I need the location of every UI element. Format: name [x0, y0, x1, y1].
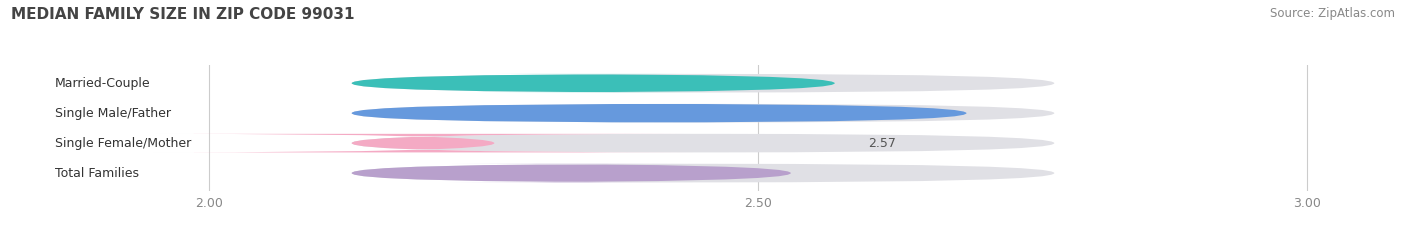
FancyBboxPatch shape [352, 104, 966, 123]
FancyBboxPatch shape [352, 164, 790, 182]
Text: 2.57: 2.57 [868, 137, 896, 150]
Text: 2.84: 2.84 [1067, 167, 1098, 180]
Text: 3.00: 3.00 [1243, 107, 1274, 120]
FancyBboxPatch shape [352, 164, 1054, 182]
Text: Single Female/Mother: Single Female/Mother [55, 137, 191, 150]
Text: MEDIAN FAMILY SIZE IN ZIP CODE 99031: MEDIAN FAMILY SIZE IN ZIP CODE 99031 [11, 7, 354, 22]
Text: Total Families: Total Families [55, 167, 139, 180]
FancyBboxPatch shape [352, 74, 835, 93]
FancyBboxPatch shape [352, 134, 1054, 152]
FancyBboxPatch shape [352, 74, 1054, 93]
Text: Single Male/Father: Single Male/Father [55, 107, 172, 120]
FancyBboxPatch shape [352, 104, 1054, 123]
Text: 2.88: 2.88 [1112, 77, 1142, 90]
FancyBboxPatch shape [155, 134, 692, 152]
Text: Married-Couple: Married-Couple [55, 77, 150, 90]
Text: Source: ZipAtlas.com: Source: ZipAtlas.com [1270, 7, 1395, 20]
